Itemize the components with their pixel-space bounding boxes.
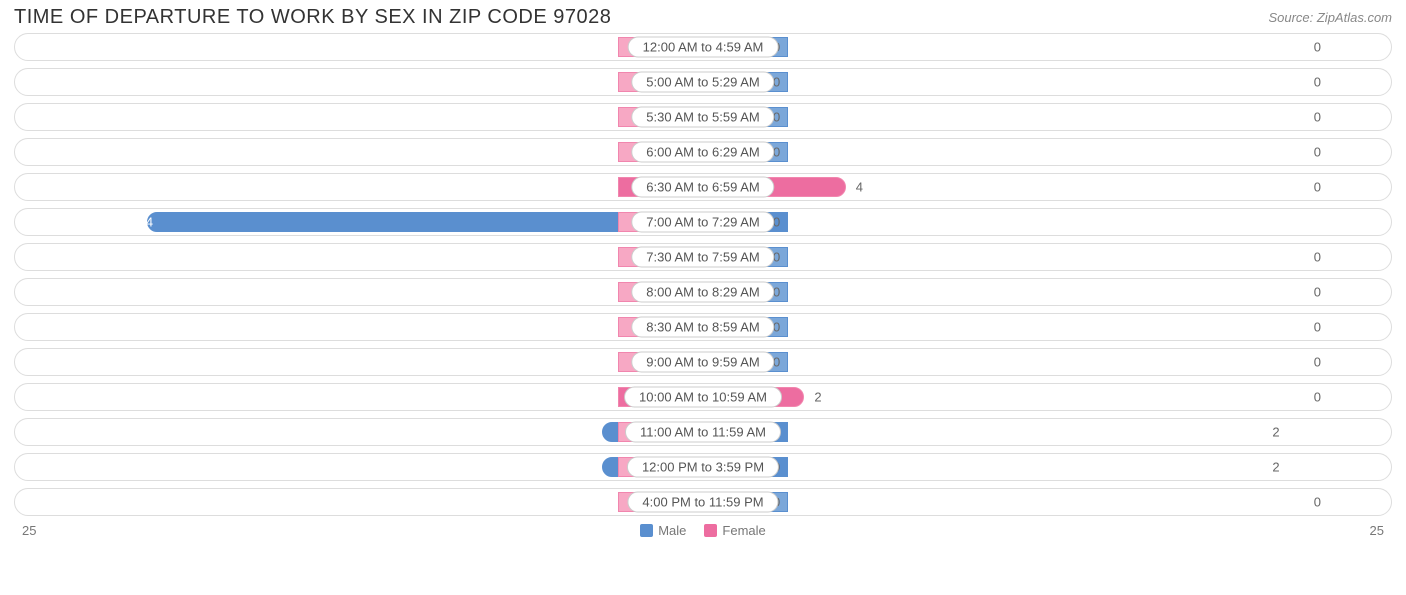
male-value: 24 — [139, 215, 153, 230]
chart-row: 004:00 PM to 11:59 PM — [14, 488, 1392, 516]
female-value: 4 — [856, 180, 863, 195]
male-value: 0 — [1314, 180, 1321, 195]
row-label: 11:00 AM to 11:59 AM — [625, 422, 781, 443]
legend-female-swatch — [704, 524, 717, 537]
legend-female-label: Female — [722, 523, 765, 538]
chart-row: 2407:00 AM to 7:29 AM — [14, 208, 1392, 236]
male-value: 0 — [1314, 355, 1321, 370]
male-value: 0 — [1314, 110, 1321, 125]
male-value: 0 — [1314, 320, 1321, 335]
row-label: 12:00 AM to 4:59 AM — [628, 37, 779, 58]
chart-row: 007:30 AM to 7:59 AM — [14, 243, 1392, 271]
male-value: 0 — [1314, 40, 1321, 55]
legend-male-label: Male — [658, 523, 686, 538]
legend-female: Female — [704, 523, 765, 538]
row-label: 8:00 AM to 8:29 AM — [631, 282, 774, 303]
chart-container: TIME OF DEPARTURE TO WORK BY SEX IN ZIP … — [0, 0, 1406, 595]
chart-row: 0012:00 AM to 4:59 AM — [14, 33, 1392, 61]
chart-row: 0 2 10:00 AM to 10:59 AM — [14, 383, 1392, 411]
chart-row: 008:30 AM to 8:59 AM — [14, 313, 1392, 341]
row-label: 10:00 AM to 10:59 AM — [624, 387, 782, 408]
chart-source: Source: ZipAtlas.com — [1268, 10, 1392, 25]
axis-right-max: 25 — [1370, 523, 1384, 538]
legend-male: Male — [640, 523, 686, 538]
row-label: 7:00 AM to 7:29 AM — [631, 212, 774, 233]
chart-row: 2012:00 PM to 3:59 PM — [14, 453, 1392, 481]
row-label: 6:30 AM to 6:59 AM — [631, 177, 774, 198]
chart-row: 0 4 6:30 AM to 6:59 AM — [14, 173, 1392, 201]
row-label: 8:30 AM to 8:59 AM — [631, 317, 774, 338]
male-value: 2 — [1272, 460, 1279, 475]
chart-row: 006:00 AM to 6:29 AM — [14, 138, 1392, 166]
row-label: 6:00 AM to 6:29 AM — [631, 142, 774, 163]
chart-rows: 0 0 12:00 AM to 4:59 AM 0 0 5:00 AM to 5:29 A… — [0, 33, 1406, 516]
chart-row: 005:00 AM to 5:29 AM — [14, 68, 1392, 96]
row-label: 7:30 AM to 7:59 AM — [631, 247, 774, 268]
row-label: 9:00 AM to 9:59 AM — [631, 352, 774, 373]
row-label: 5:00 AM to 5:29 AM — [631, 72, 774, 93]
row-label: 4:00 PM to 11:59 PM — [627, 492, 778, 513]
axis-left-max: 25 — [22, 523, 36, 538]
male-value: 0 — [1314, 75, 1321, 90]
chart-row: 005:30 AM to 5:59 AM — [14, 103, 1392, 131]
male-value: 0 — [1314, 495, 1321, 510]
chart-row: 2011:00 AM to 11:59 AM — [14, 418, 1392, 446]
chart-header: TIME OF DEPARTURE TO WORK BY SEX IN ZIP … — [0, 0, 1406, 33]
legend: Male Female — [640, 523, 766, 538]
chart-title: TIME OF DEPARTURE TO WORK BY SEX IN ZIP … — [14, 6, 611, 29]
female-value: 2 — [814, 390, 821, 405]
male-value: 0 — [1314, 145, 1321, 160]
male-value: 0 — [1314, 390, 1321, 405]
male-value: 0 — [1314, 285, 1321, 300]
chart-row: 009:00 AM to 9:59 AM — [14, 348, 1392, 376]
row-label: 5:30 AM to 5:59 AM — [631, 107, 774, 128]
chart-footer: 25 Male Female 25 — [0, 523, 1406, 538]
legend-male-swatch — [640, 524, 653, 537]
chart-row: 008:00 AM to 8:29 AM — [14, 278, 1392, 306]
row-label: 12:00 PM to 3:59 PM — [627, 457, 779, 478]
male-value: 2 — [1272, 425, 1279, 440]
male-value: 0 — [1314, 250, 1321, 265]
